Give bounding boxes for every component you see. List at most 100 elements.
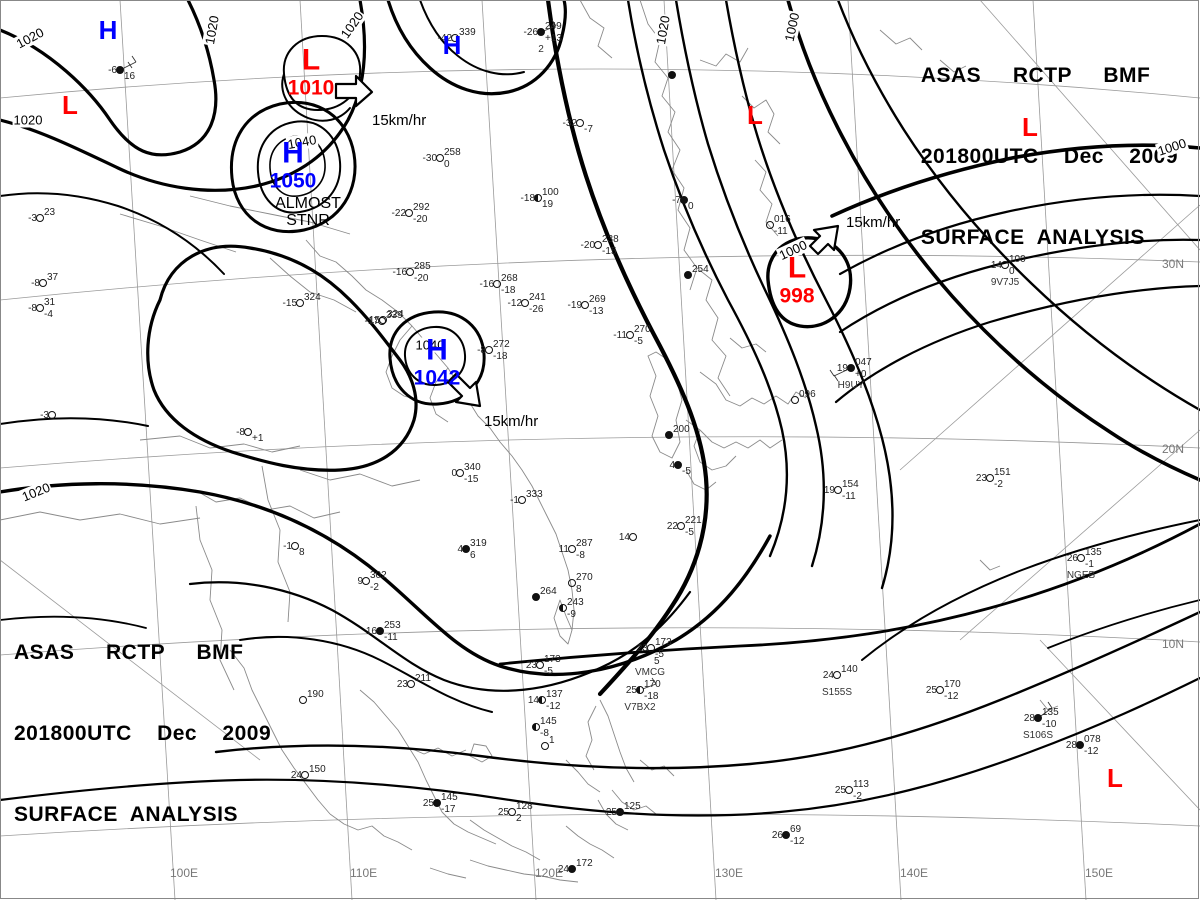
lon-label-100e: 100E — [170, 866, 199, 880]
station-temperature: 23 — [396, 679, 408, 690]
lat-label-10n: 10N — [1162, 637, 1185, 651]
station-pressure: 125 — [624, 801, 641, 812]
station-temperature: -3 — [28, 213, 37, 224]
station-temperature: 28 — [1065, 740, 1077, 751]
station-temperature: 24 — [557, 864, 569, 875]
station-cloud-icon — [451, 34, 459, 42]
station-pressure: 324 — [387, 309, 404, 320]
station-temperature: 14 — [990, 260, 1002, 271]
station-dewpoint: -1 — [1085, 559, 1094, 570]
station-dewpoint: -12 — [1084, 746, 1099, 757]
station-cloud-icon — [532, 593, 540, 601]
station-temperature: 11 — [558, 544, 569, 555]
station-cloud-icon — [684, 271, 692, 279]
motion-arrow-low-1010 — [334, 74, 374, 108]
station-cloud-icon — [847, 364, 855, 372]
station-dewpoint: -11 — [384, 632, 398, 643]
station-cloud-icon — [594, 241, 602, 249]
station-cloud-icon — [48, 411, 56, 419]
station-dewpoint: 2 — [516, 813, 522, 824]
station-temperature: -20 — [580, 240, 595, 251]
station-cloud-icon — [296, 299, 304, 307]
station-cloud-icon — [538, 696, 546, 704]
station-pressure: 113 — [853, 779, 869, 790]
station-cloud-icon — [668, 71, 676, 79]
station-identifier: V7BX2 — [624, 702, 656, 713]
station-dewpoint: -15 — [464, 474, 479, 485]
station-dewpoint: -5 — [685, 527, 694, 538]
station-temperature: 26 — [1066, 553, 1078, 564]
station-cloud-icon — [568, 865, 576, 873]
station-temperature: -17 — [364, 316, 379, 327]
station-temperature: -8 — [28, 303, 37, 314]
footer-line-3: SURFACE ANALYSIS — [14, 803, 238, 826]
station-cloud-icon — [541, 742, 549, 750]
station-dewpoint: 8 — [576, 584, 582, 595]
station-identifier: S155S — [821, 687, 853, 698]
station-cloud-icon — [518, 496, 526, 504]
motion-arrow-low-998 — [808, 224, 840, 256]
station-cloud-icon — [436, 154, 444, 162]
station-cloud-icon — [680, 196, 688, 204]
station-cloud-icon — [568, 545, 576, 553]
station-temperature: -18 — [520, 193, 535, 204]
station-cloud-icon — [845, 786, 853, 794]
station-cloud-icon — [485, 346, 493, 354]
station-dewpoint: 19 — [542, 199, 554, 210]
station-pressure: 145 — [540, 716, 557, 727]
pressure-center-h-1050: H 1050 — [270, 136, 317, 192]
station-pressure: 145 — [441, 792, 458, 803]
station-dewpoint: -18 — [501, 285, 516, 296]
station-cloud-icon — [39, 279, 47, 287]
station-pressure: 154 — [842, 479, 859, 490]
station-identifier: S106S — [1022, 730, 1054, 741]
station-cloud-icon — [536, 661, 544, 669]
station-temperature: -8 — [236, 427, 245, 438]
station-temperature: -22 — [391, 208, 406, 219]
high-symbol: H — [282, 136, 304, 170]
station-cloud-icon — [677, 522, 685, 530]
station-pressure: 270 — [576, 572, 593, 583]
station-dewpoint: -20 — [413, 214, 428, 225]
station-pressure: 339 — [386, 310, 403, 321]
pressure-center-value: 1010 — [287, 76, 335, 100]
station-dewpoint: -5 — [655, 649, 664, 660]
station-pressure: 096 — [799, 389, 816, 400]
station-cloud-icon — [244, 428, 252, 436]
station-pressure: 211 — [415, 673, 431, 684]
station-pressure: 23 — [44, 207, 56, 218]
station-pressure: 319 — [470, 538, 487, 549]
station-pressure: 135 — [1085, 547, 1102, 558]
station-cloud-icon — [647, 644, 655, 652]
station-dewpoint: -11 — [842, 491, 856, 502]
station-dewpoint: +0 — [855, 369, 867, 380]
station-dewpoint: -13 — [589, 306, 604, 317]
station-temperature: -8 — [31, 278, 40, 289]
station-cloud-icon — [581, 301, 589, 309]
station-cloud-icon — [407, 680, 415, 688]
station-pressure: 249 — [545, 21, 562, 32]
station-dewpoint: 16 — [124, 71, 136, 82]
station-cloud-icon — [559, 604, 567, 612]
station-temperature: -30 — [422, 153, 437, 164]
station-dewpoint: 8 — [299, 547, 305, 558]
high-symbol: H — [98, 15, 118, 45]
station-temperature: 19 — [823, 485, 835, 496]
station-dewpoint: 0 — [688, 201, 694, 212]
station-pressure: 264 — [540, 586, 557, 597]
station-pressure: 1 — [549, 735, 555, 746]
station-dewpoint: 6 — [470, 550, 476, 561]
station-temperature: 25 — [422, 798, 434, 809]
station-temperature: -1 — [283, 541, 292, 552]
pressure-center-h: H — [99, 17, 118, 43]
station-pressure: 173 — [655, 637, 672, 648]
motion-arrows — [334, 74, 840, 408]
header-line-2: 201800UTC Dec 2009 — [920, 145, 1178, 168]
station-cloud-icon — [291, 542, 299, 550]
station-temperature: -15 — [282, 298, 297, 309]
station-cloud-icon — [462, 545, 470, 553]
station-pressure: 140 — [841, 664, 858, 675]
station-cloud-icon — [433, 799, 441, 807]
station-dewpoint: -5 — [634, 336, 643, 347]
